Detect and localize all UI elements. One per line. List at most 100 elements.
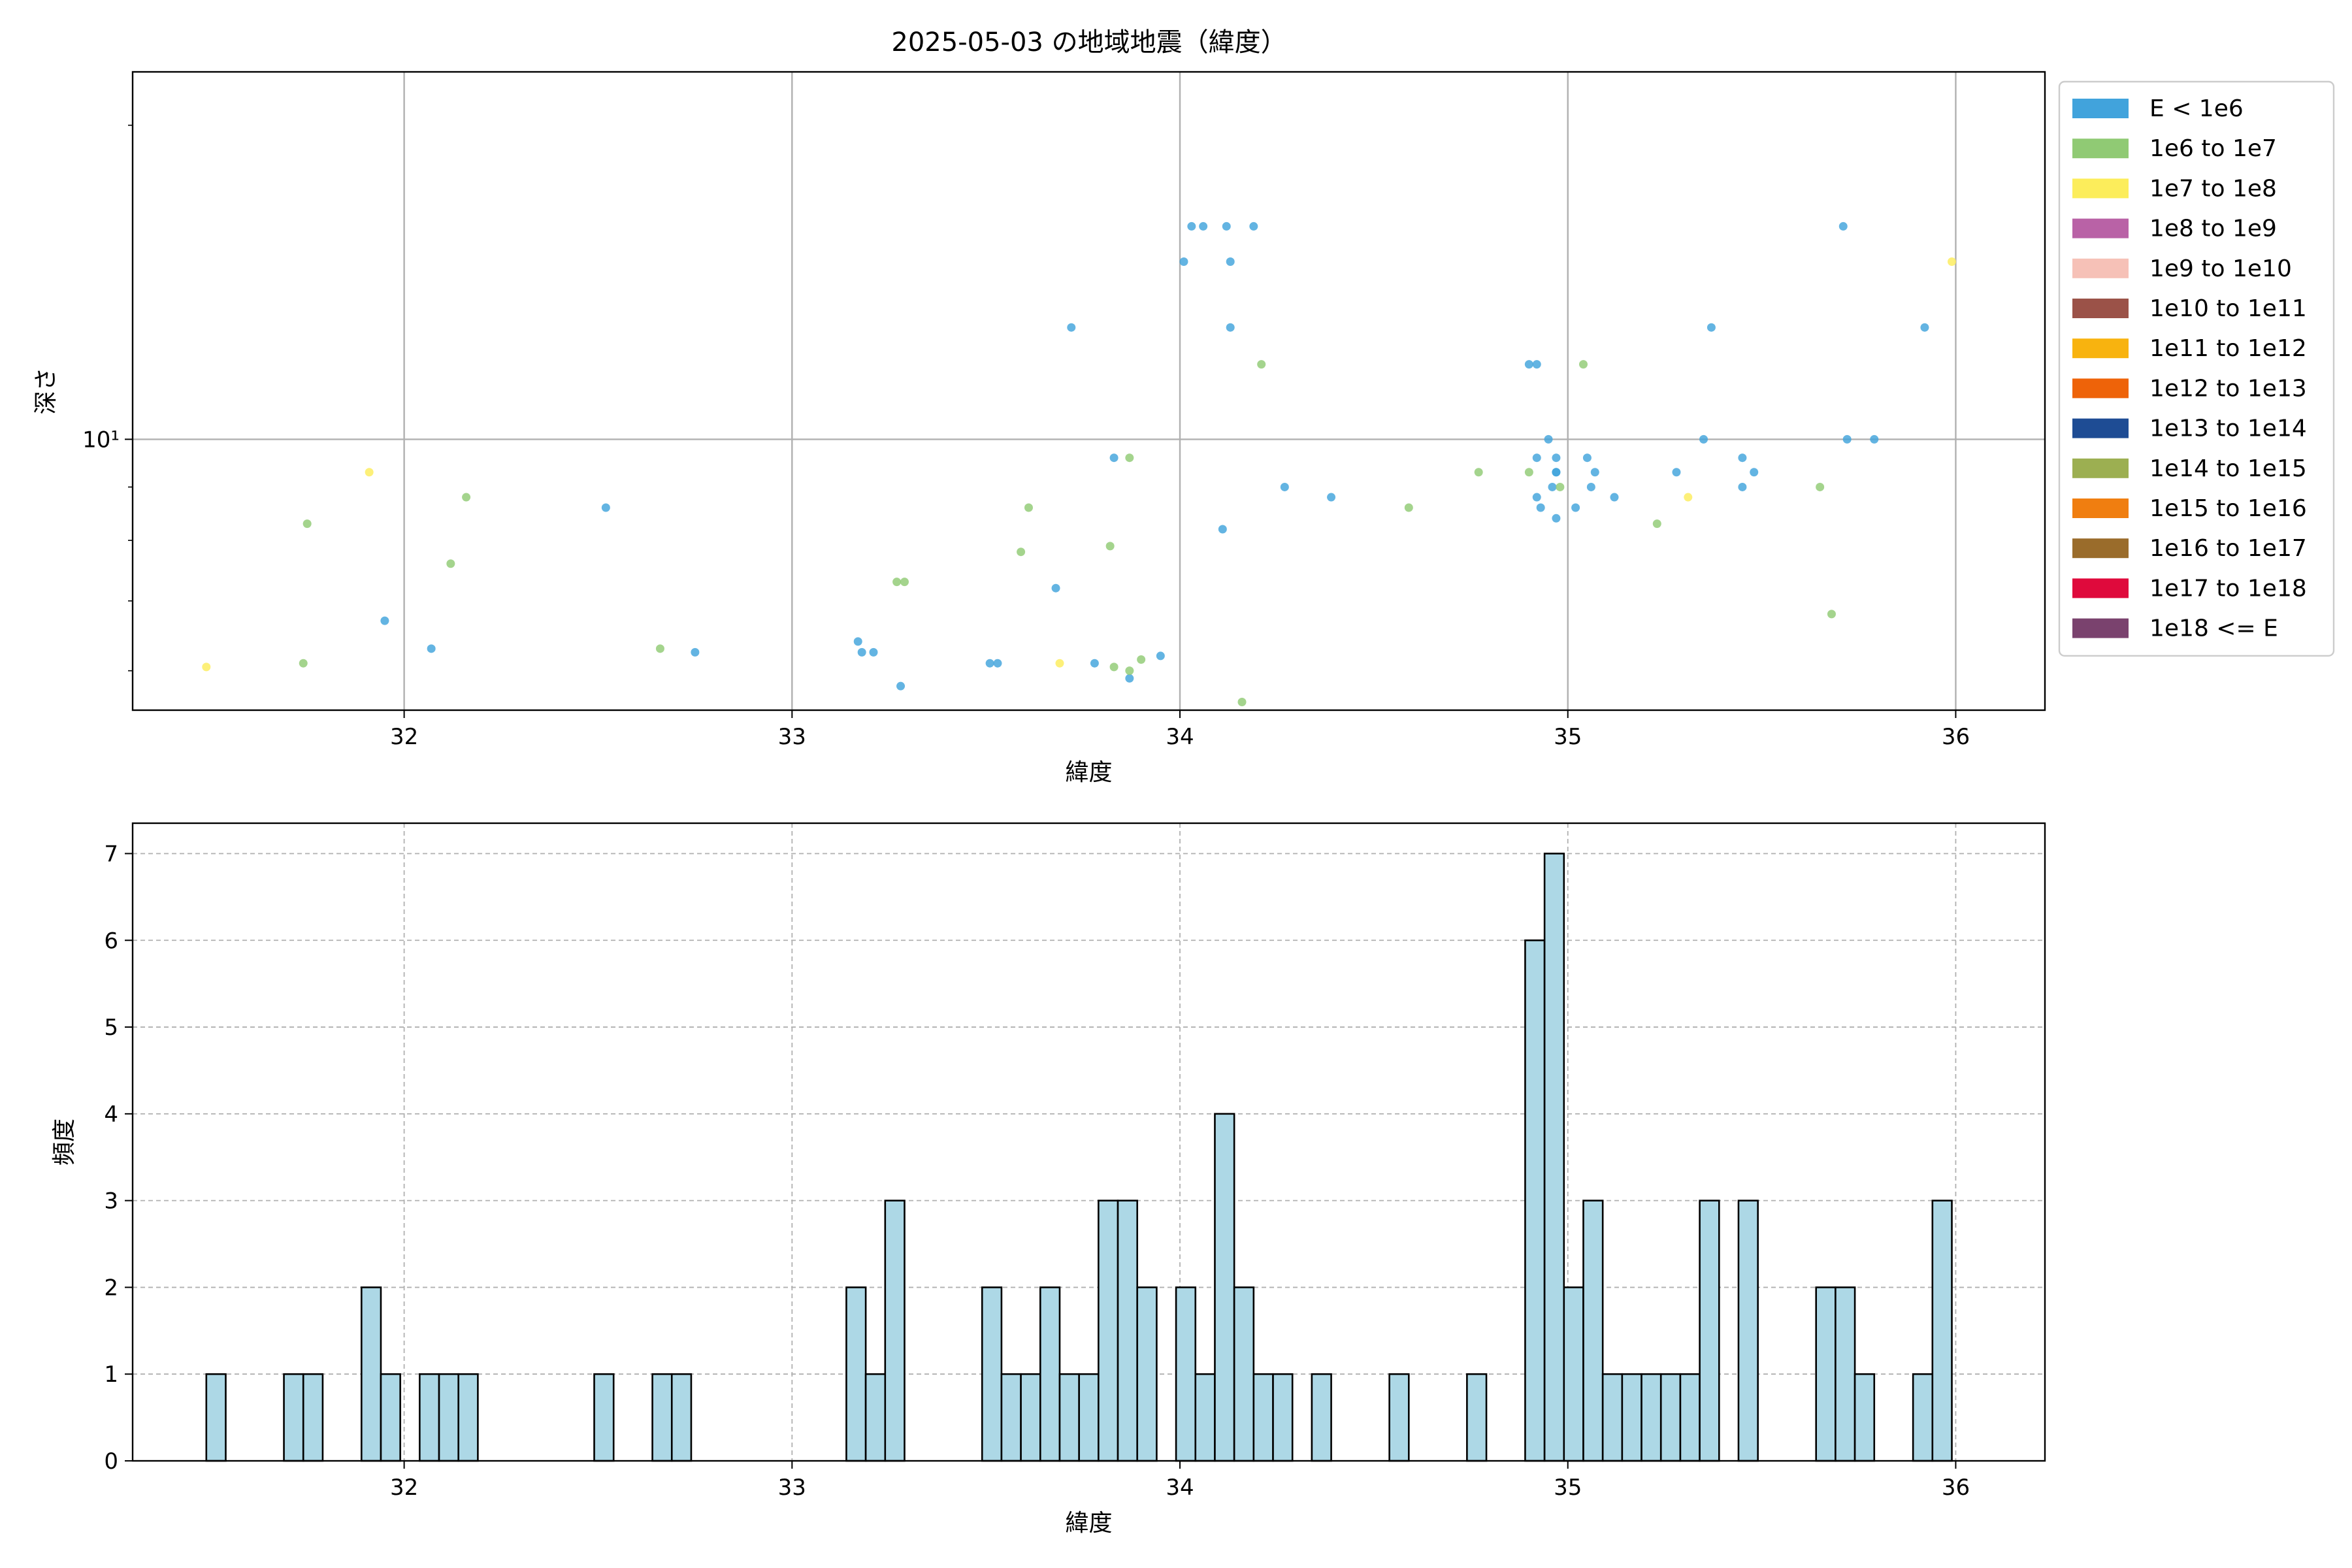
- data-point: [1684, 493, 1693, 502]
- legend-label: 1e17 to 1e18: [2149, 575, 2307, 602]
- legend-label: 1e16 to 1e17: [2149, 535, 2307, 562]
- legend-item: 1e8 to 1e9: [2072, 216, 2277, 242]
- histogram-bar: [419, 1373, 440, 1462]
- data-point: [1187, 221, 1196, 231]
- data-point: [1249, 221, 1258, 231]
- legend-label: 1e18 <= E: [2149, 615, 2278, 642]
- histogram-bar: [845, 1286, 867, 1462]
- histogram-bar: [1912, 1373, 1934, 1462]
- data-point: [380, 616, 389, 625]
- data-point: [1532, 360, 1541, 369]
- data-point: [892, 578, 902, 587]
- data-point: [1552, 468, 1561, 477]
- y-tick-label: 5: [104, 1015, 118, 1041]
- data-point: [985, 659, 994, 668]
- histogram-bar: [1039, 1286, 1061, 1462]
- histogram-bar: [864, 1373, 887, 1462]
- histogram-y-axis-label: 頻度: [51, 1119, 78, 1166]
- legend-label: 1e10 to 1e11: [2149, 295, 2307, 322]
- histogram-bar: [1582, 1200, 1604, 1462]
- histogram-bar: [1466, 1373, 1488, 1462]
- histogram-bar: [1388, 1373, 1410, 1462]
- data-point: [1109, 453, 1119, 463]
- histogram-bar: [1815, 1286, 1837, 1462]
- data-point: [857, 647, 866, 657]
- energy-legend: E < 1e6 1e6 to 1e7 1e7 to 1e8 1e8 to 1e9 1e9…: [2058, 80, 2335, 657]
- legend-item: 1e14 to 1e15: [2072, 455, 2307, 482]
- data-point: [1280, 482, 1289, 491]
- legend-swatch: [2072, 218, 2129, 238]
- data-point: [1536, 503, 1545, 512]
- data-point: [896, 681, 906, 691]
- legend-label: 1e9 to 1e10: [2149, 255, 2292, 282]
- legend-swatch: [2072, 458, 2129, 478]
- data-point: [1404, 503, 1413, 512]
- data-point: [1327, 493, 1336, 502]
- data-point: [1067, 323, 1076, 332]
- data-point: [869, 647, 878, 657]
- y-tick-label: 0: [104, 1448, 118, 1475]
- data-point: [1582, 453, 1592, 463]
- histogram-bar: [1058, 1373, 1080, 1462]
- histogram-bar: [1136, 1286, 1158, 1462]
- legend-label: 1e14 to 1e15: [2149, 455, 2307, 482]
- legend-item: 1e7 to 1e8: [2072, 175, 2277, 202]
- series-1e6-to-1e7: [299, 360, 1836, 707]
- data-point: [691, 647, 700, 657]
- data-point: [427, 644, 436, 653]
- scatter-x-axis-label: 緯度: [1065, 759, 1112, 786]
- x-tick-label: 32: [390, 724, 418, 750]
- legend-item: 1e12 to 1e13: [2072, 375, 2307, 402]
- x-tick-label: 35: [1554, 724, 1582, 750]
- x-tick-label: 36: [1942, 1475, 1970, 1501]
- data-point: [1816, 482, 1825, 491]
- legend-label: 1e15 to 1e16: [2149, 495, 2307, 522]
- histogram-bar: [1679, 1373, 1701, 1462]
- legend-swatch: [2072, 418, 2129, 438]
- histogram-bar: [670, 1373, 693, 1462]
- legend-item: 1e13 to 1e14: [2072, 416, 2307, 442]
- data-point: [1226, 323, 1235, 332]
- data-point: [1524, 468, 1533, 477]
- histogram-frame: [131, 822, 2046, 1462]
- data-point: [1055, 659, 1064, 668]
- data-point: [1218, 525, 1227, 534]
- data-point: [1226, 257, 1235, 267]
- data-point: [1199, 221, 1208, 231]
- data-point: [655, 644, 664, 653]
- histogram-bar: [1272, 1373, 1294, 1462]
- histogram-bar: [1252, 1373, 1274, 1462]
- data-point: [1051, 583, 1060, 593]
- x-tick-label: 32: [390, 1475, 418, 1501]
- data-point: [1827, 610, 1836, 619]
- data-point: [1125, 674, 1134, 683]
- legend-label: 1e11 to 1e12: [2149, 335, 2307, 362]
- histogram-bar: [1659, 1373, 1682, 1462]
- data-point: [1707, 323, 1716, 332]
- histogram-bar: [1194, 1373, 1216, 1462]
- data-point: [1699, 434, 1708, 444]
- data-point: [1125, 453, 1134, 463]
- data-point: [1652, 519, 1661, 529]
- histogram-bar: [205, 1373, 227, 1462]
- y-tick-label: 7: [104, 841, 118, 867]
- histogram-bar: [1098, 1200, 1119, 1462]
- data-point: [1750, 468, 1759, 477]
- data-point: [1024, 503, 1033, 512]
- data-point: [1156, 651, 1165, 661]
- histogram-bar: [1854, 1373, 1876, 1462]
- data-point: [853, 637, 862, 646]
- data-point: [1590, 468, 1599, 477]
- data-point: [1610, 493, 1619, 502]
- histogram-bar: [1311, 1373, 1332, 1462]
- legend-label: E < 1e6: [2149, 95, 2244, 122]
- legend-item: 1e9 to 1e10: [2072, 255, 2292, 282]
- x-tick-label: 36: [1942, 724, 1970, 750]
- data-point: [202, 662, 211, 672]
- y-tick-label: 10¹: [82, 427, 120, 453]
- data-point: [1842, 434, 1852, 444]
- histogram-bar: [360, 1286, 382, 1462]
- scatter-axes: 32 33 34 35 36 10¹ 緯度 深さ: [33, 71, 2046, 786]
- data-point: [1586, 482, 1595, 491]
